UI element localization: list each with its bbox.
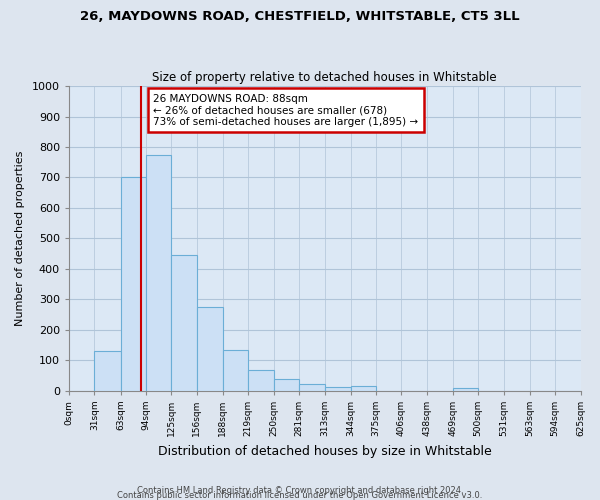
Bar <box>146 154 171 391</box>
Bar <box>274 378 299 391</box>
Text: Contains HM Land Registry data © Crown copyright and database right 2024.: Contains HM Land Registry data © Crown c… <box>137 486 463 495</box>
Title: Size of property relative to detached houses in Whitstable: Size of property relative to detached ho… <box>152 70 497 84</box>
Bar <box>94 351 121 391</box>
Bar <box>197 307 223 391</box>
Y-axis label: Number of detached properties: Number of detached properties <box>15 150 25 326</box>
Bar <box>223 350 248 391</box>
Bar <box>299 384 325 391</box>
Text: 26, MAYDOWNS ROAD, CHESTFIELD, WHITSTABLE, CT5 3LL: 26, MAYDOWNS ROAD, CHESTFIELD, WHITSTABL… <box>80 10 520 23</box>
Bar <box>325 387 350 391</box>
Text: 26 MAYDOWNS ROAD: 88sqm
← 26% of detached houses are smaller (678)
73% of semi-d: 26 MAYDOWNS ROAD: 88sqm ← 26% of detache… <box>154 94 418 127</box>
Bar <box>121 178 146 391</box>
Bar <box>350 386 376 391</box>
Bar <box>248 370 274 391</box>
Text: Contains public sector information licensed under the Open Government Licence v3: Contains public sector information licen… <box>118 490 482 500</box>
Bar <box>453 388 478 391</box>
Bar <box>171 255 197 391</box>
X-axis label: Distribution of detached houses by size in Whitstable: Distribution of detached houses by size … <box>158 444 491 458</box>
